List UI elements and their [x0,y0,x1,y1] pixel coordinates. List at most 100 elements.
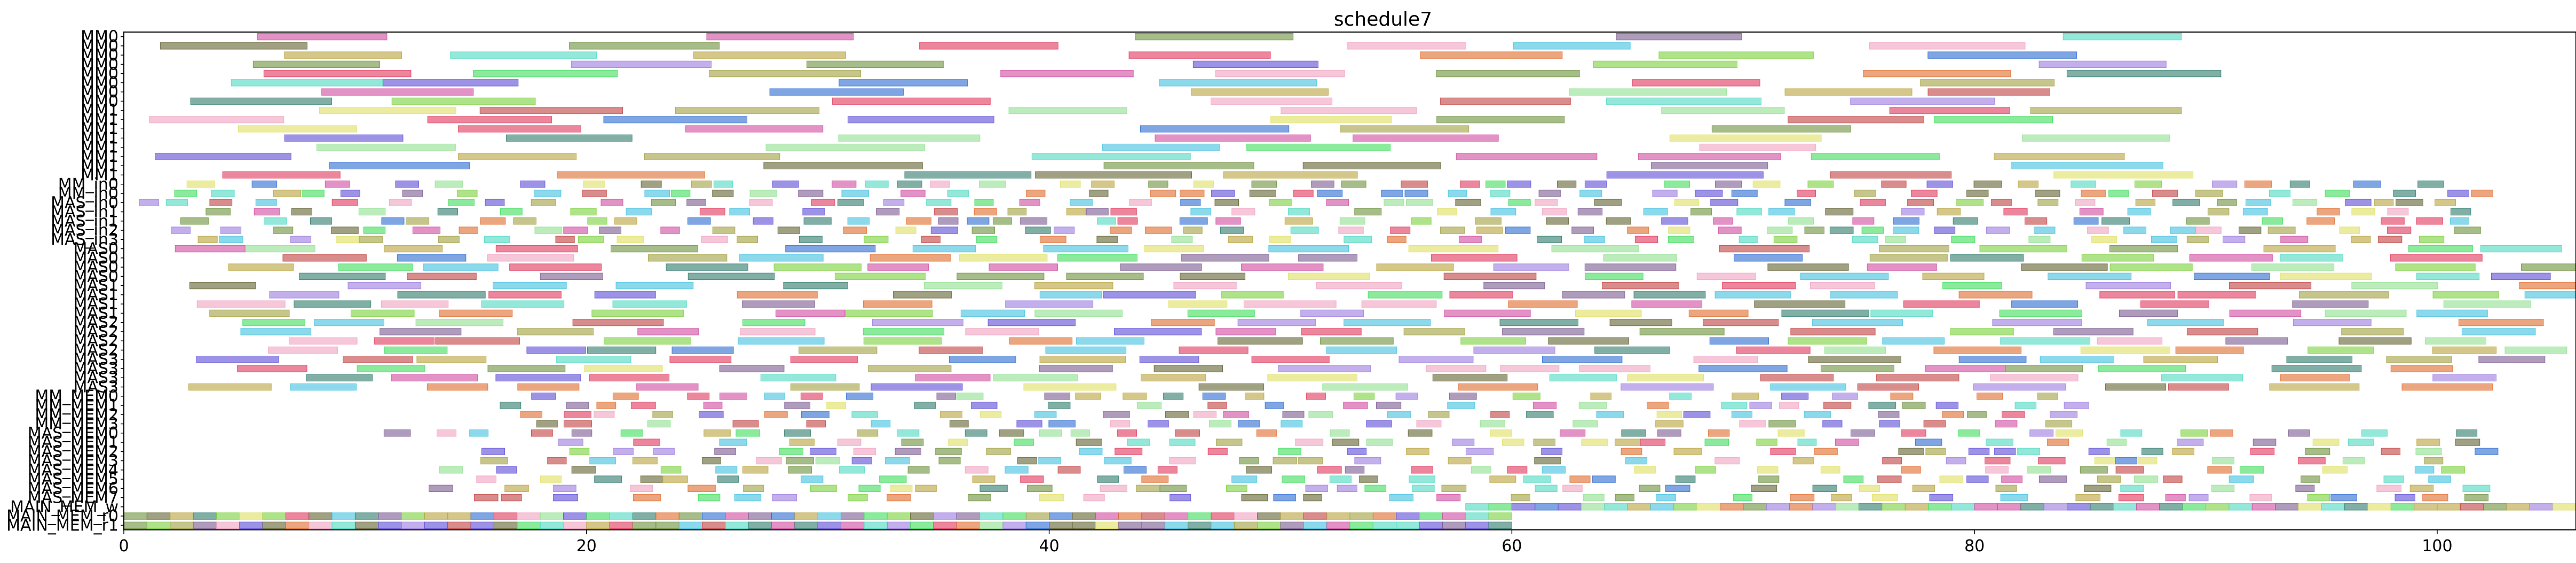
task-bar [447,512,471,520]
task-bar [2271,365,2362,372]
task-bar [1767,263,1849,271]
task-bar [1039,291,1102,299]
task-bar [1039,429,1062,437]
task-bar [1223,171,1358,179]
task-bar [1102,144,1220,151]
task-bar [939,411,962,418]
task-bar [1456,153,1598,160]
task-bar [742,466,769,474]
y-tick-label: MM0 [81,28,118,46]
task-bar [815,457,840,465]
task-bar [713,181,733,188]
task-bar [1551,245,1639,253]
task-bar [209,199,233,207]
task-bar [2330,494,2358,502]
task-bar [2053,171,2194,179]
task-bar [1349,512,1373,520]
task-bar [564,411,591,418]
task-bar [1992,318,2082,326]
task-bar [1939,475,1963,483]
task-bar [1804,411,1831,418]
task-bar [968,494,991,502]
task-bar [2253,439,2277,446]
y-tick-label: MAS_MEM6 [28,479,118,498]
task-bar [553,484,576,492]
task-bar [779,448,804,456]
task-bar [1879,245,1949,253]
task-bar [702,457,721,465]
task-bar [1885,236,1906,244]
task-bar [2120,484,2144,492]
task-bar [220,226,242,234]
task-bar [748,512,772,520]
task-bar [1395,393,1418,400]
task-bar [2275,503,2299,511]
task-bar [1008,106,1127,114]
y-tick-label: MAS_MEM4 [28,461,118,480]
task-bar [2251,503,2276,511]
task-bar [1829,226,1854,234]
task-bar [1950,328,2014,335]
task-bar [1594,346,1671,354]
task-bar [435,337,520,345]
task-bar [587,346,657,354]
task-bar [717,475,739,483]
task-bar [910,512,934,520]
task-bar [644,153,780,160]
task-bar [1505,226,1531,234]
task-bar [171,226,191,234]
task-bar [2002,411,2025,418]
task-bar [1966,475,1989,483]
task-bar [1014,439,1034,446]
task-bar [1460,337,1527,345]
task-bar [1627,374,1704,381]
task-bar [847,217,870,225]
task-bar [1436,69,1580,77]
task-bar [1441,484,1467,492]
task-bar [1180,190,1205,197]
task-bar [1419,512,1443,520]
task-bar [1490,411,1510,418]
task-bar [1257,521,1281,529]
task-bar [979,484,1008,492]
task-bar [2028,236,2051,244]
task-bar [1901,466,1921,474]
task-bar [1657,429,1681,437]
task-bar [2018,181,2038,188]
task-bar [1117,217,1138,225]
task-bar [1249,190,1276,197]
task-bar [1927,88,2050,96]
task-bar [1049,512,1073,520]
task-bar [1584,236,1605,244]
task-bar [2210,429,2233,437]
task-bar [1804,226,1824,234]
task-bar [1159,79,1317,87]
task-bar [1933,346,2022,354]
task-bar [571,466,596,474]
task-bar [1489,475,1516,483]
task-bar [1784,88,1913,96]
task-bar [2038,60,2167,68]
task-bar [1901,208,1925,216]
task-bar [1118,512,1142,520]
task-bar [1714,291,1791,299]
task-bar [1825,208,1854,216]
task-bar [612,393,639,400]
task-bar [2223,236,2246,244]
task-bar [1047,402,1071,409]
task-bar [437,208,459,216]
task-bar [2211,484,2235,492]
task-bar [2011,162,2163,169]
task-bar [424,521,448,529]
task-bar [1123,466,1147,474]
task-bar [228,263,294,271]
task-bar [2414,503,2438,511]
task-bar [1408,429,1433,437]
task-bar [1758,475,1780,483]
task-bar [2298,457,2326,465]
task-bar [240,328,312,335]
task-bar [2292,199,2318,207]
task-bar [1609,318,1672,326]
task-bar [2383,475,2405,483]
task-bar [2022,134,2170,142]
